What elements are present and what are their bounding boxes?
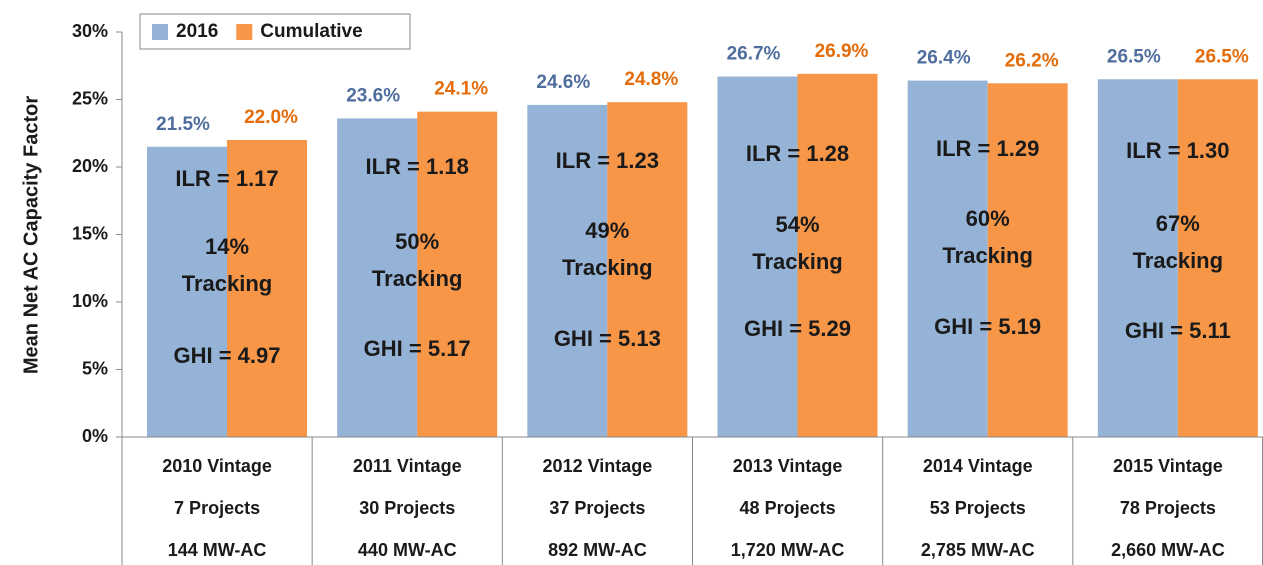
tracking-annotation: 54% xyxy=(775,212,819,237)
value-label: 26.4% xyxy=(917,48,971,69)
value-label: 26.7% xyxy=(727,44,781,65)
y-tick-label: 20% xyxy=(72,156,108,176)
x-tick-label: 53 Projects xyxy=(930,498,1026,518)
value-label: 23.6% xyxy=(346,85,400,106)
tracking-annotation: Tracking xyxy=(182,271,272,296)
bar xyxy=(717,76,798,438)
bar xyxy=(907,80,988,437)
ghi-annotation: GHI = 5.13 xyxy=(554,326,661,351)
legend-swatch xyxy=(152,24,168,40)
bar xyxy=(527,104,608,438)
bar xyxy=(147,146,227,437)
bar xyxy=(1097,79,1178,437)
y-tick-label: 5% xyxy=(82,358,108,378)
ilr-annotation: ILR = 1.17 xyxy=(175,166,278,191)
x-tick-label: 37 Projects xyxy=(549,498,645,518)
x-tick-label: 78 Projects xyxy=(1120,498,1216,518)
bar xyxy=(1177,79,1258,437)
ilr-annotation: ILR = 1.23 xyxy=(556,148,659,173)
legend-label: Cumulative xyxy=(260,21,362,42)
ghi-annotation: GHI = 5.19 xyxy=(934,314,1041,339)
value-label: 24.6% xyxy=(536,72,590,93)
ilr-annotation: ILR = 1.30 xyxy=(1126,138,1229,163)
x-tick-label: 2015 Vintage xyxy=(1113,456,1223,476)
tracking-annotation: 67% xyxy=(1156,211,1200,236)
x-tick-label: 48 Projects xyxy=(740,498,836,518)
x-tick-label: 2014 Vintage xyxy=(923,456,1033,476)
tracking-annotation: 60% xyxy=(966,206,1010,231)
bar xyxy=(797,73,878,437)
tracking-annotation: Tracking xyxy=(562,255,652,280)
x-tick-label: 2,785 MW-AC xyxy=(921,540,1035,560)
y-tick-label: 15% xyxy=(72,223,108,243)
tracking-annotation: Tracking xyxy=(752,249,842,274)
value-label: 26.2% xyxy=(1005,50,1059,71)
x-tick-label: 2010 Vintage xyxy=(162,456,272,476)
ghi-annotation: GHI = 5.11 xyxy=(1125,318,1231,343)
value-label: 21.5% xyxy=(156,114,210,135)
bar xyxy=(227,140,307,437)
y-tick-label: 30% xyxy=(72,21,108,41)
tracking-annotation: 49% xyxy=(585,218,629,243)
ilr-annotation: ILR = 1.18 xyxy=(365,154,468,179)
ghi-annotation: GHI = 4.97 xyxy=(173,343,280,368)
x-tick-label: 30 Projects xyxy=(359,498,455,518)
tracking-annotation: Tracking xyxy=(1133,248,1223,273)
x-tick-label: 440 MW-AC xyxy=(358,540,457,560)
x-tick-label: 1,720 MW-AC xyxy=(731,540,845,560)
value-label: 24.8% xyxy=(624,69,678,90)
value-label: 24.1% xyxy=(434,79,488,100)
legend-swatch xyxy=(236,24,253,40)
x-tick-label: 892 MW-AC xyxy=(548,540,647,560)
y-tick-label: 0% xyxy=(82,426,108,446)
legend-box xyxy=(139,13,411,50)
legend-label: 2016 xyxy=(176,21,218,42)
bar xyxy=(987,83,1068,438)
tracking-annotation: 14% xyxy=(205,234,249,259)
value-label: 26.5% xyxy=(1107,46,1161,67)
tracking-annotation: 50% xyxy=(395,229,439,254)
x-tick-label: 2011 Vintage xyxy=(353,456,462,476)
value-label: 26.5% xyxy=(1195,46,1249,67)
bar xyxy=(337,118,418,438)
ghi-annotation: GHI = 5.17 xyxy=(364,336,471,361)
tracking-annotation: Tracking xyxy=(372,266,462,291)
bar xyxy=(417,111,498,438)
x-tick-label: 7 Projects xyxy=(174,498,260,518)
bar xyxy=(607,102,688,437)
value-label: 26.9% xyxy=(815,41,869,62)
x-tick-label: 144 MW-AC xyxy=(168,540,267,560)
ilr-annotation: ILR = 1.29 xyxy=(936,136,1039,161)
x-tick-label: 2,660 MW-AC xyxy=(1111,540,1225,560)
ghi-annotation: GHI = 5.29 xyxy=(744,316,851,341)
y-tick-label: 10% xyxy=(72,291,108,311)
x-tick-label: 2012 Vintage xyxy=(543,456,653,476)
tracking-annotation: Tracking xyxy=(942,243,1032,268)
ilr-annotation: ILR = 1.28 xyxy=(746,141,849,166)
value-label: 22.0% xyxy=(244,107,298,128)
y-axis-title: Mean Net AC Capacity Factor xyxy=(20,96,42,374)
x-tick-label: 2013 Vintage xyxy=(733,456,843,476)
y-tick-label: 25% xyxy=(72,88,108,108)
